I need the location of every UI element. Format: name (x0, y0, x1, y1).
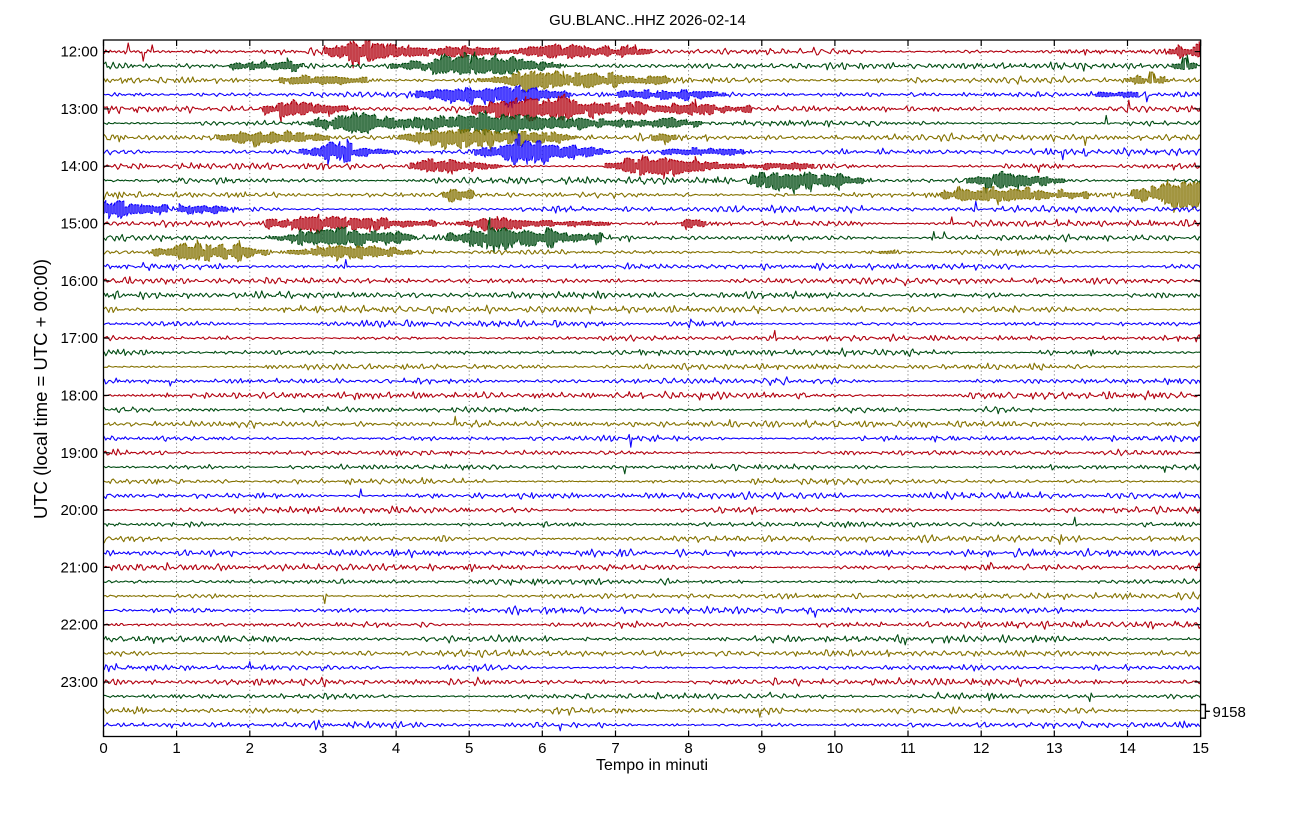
svg-text:22:00: 22:00 (60, 617, 98, 634)
svg-text:14:00: 14:00 (60, 158, 98, 175)
svg-text:12:00: 12:00 (60, 44, 98, 61)
svg-text:15:00: 15:00 (60, 216, 98, 233)
svg-text:4: 4 (392, 740, 400, 757)
svg-text:20:00: 20:00 (60, 502, 98, 519)
svg-text:14: 14 (1119, 740, 1136, 757)
svg-text:15: 15 (1192, 740, 1209, 757)
svg-text:18:00: 18:00 (60, 387, 98, 404)
svg-text:5: 5 (465, 740, 473, 757)
svg-text:1: 1 (172, 740, 180, 757)
svg-text:3: 3 (319, 740, 327, 757)
svg-text:12: 12 (973, 740, 990, 757)
svg-text:23:00: 23:00 (60, 674, 98, 691)
svg-text:11: 11 (900, 740, 916, 757)
svg-text:7: 7 (611, 740, 619, 757)
svg-text:GU.BLANC..HHZ 2026-02-14: GU.BLANC..HHZ 2026-02-14 (549, 12, 746, 29)
svg-text:UTC (local time = UTC + 00:00): UTC (local time = UTC + 00:00) (30, 259, 51, 519)
svg-text:9158: 9158 (1213, 704, 1246, 721)
svg-text:0: 0 (99, 740, 107, 757)
svg-text:21:00: 21:00 (60, 559, 98, 576)
svg-text:17:00: 17:00 (60, 330, 98, 347)
svg-text:2: 2 (246, 740, 254, 757)
svg-text:10: 10 (827, 740, 844, 757)
svg-text:8: 8 (684, 740, 692, 757)
svg-text:13:00: 13:00 (60, 101, 98, 118)
svg-text:Tempo in minuti: Tempo in minuti (596, 757, 708, 774)
svg-text:6: 6 (538, 740, 546, 757)
svg-text:13: 13 (1046, 740, 1063, 757)
svg-text:9: 9 (758, 740, 766, 757)
svg-text:19:00: 19:00 (60, 445, 98, 462)
svg-text:16:00: 16:00 (60, 273, 98, 290)
